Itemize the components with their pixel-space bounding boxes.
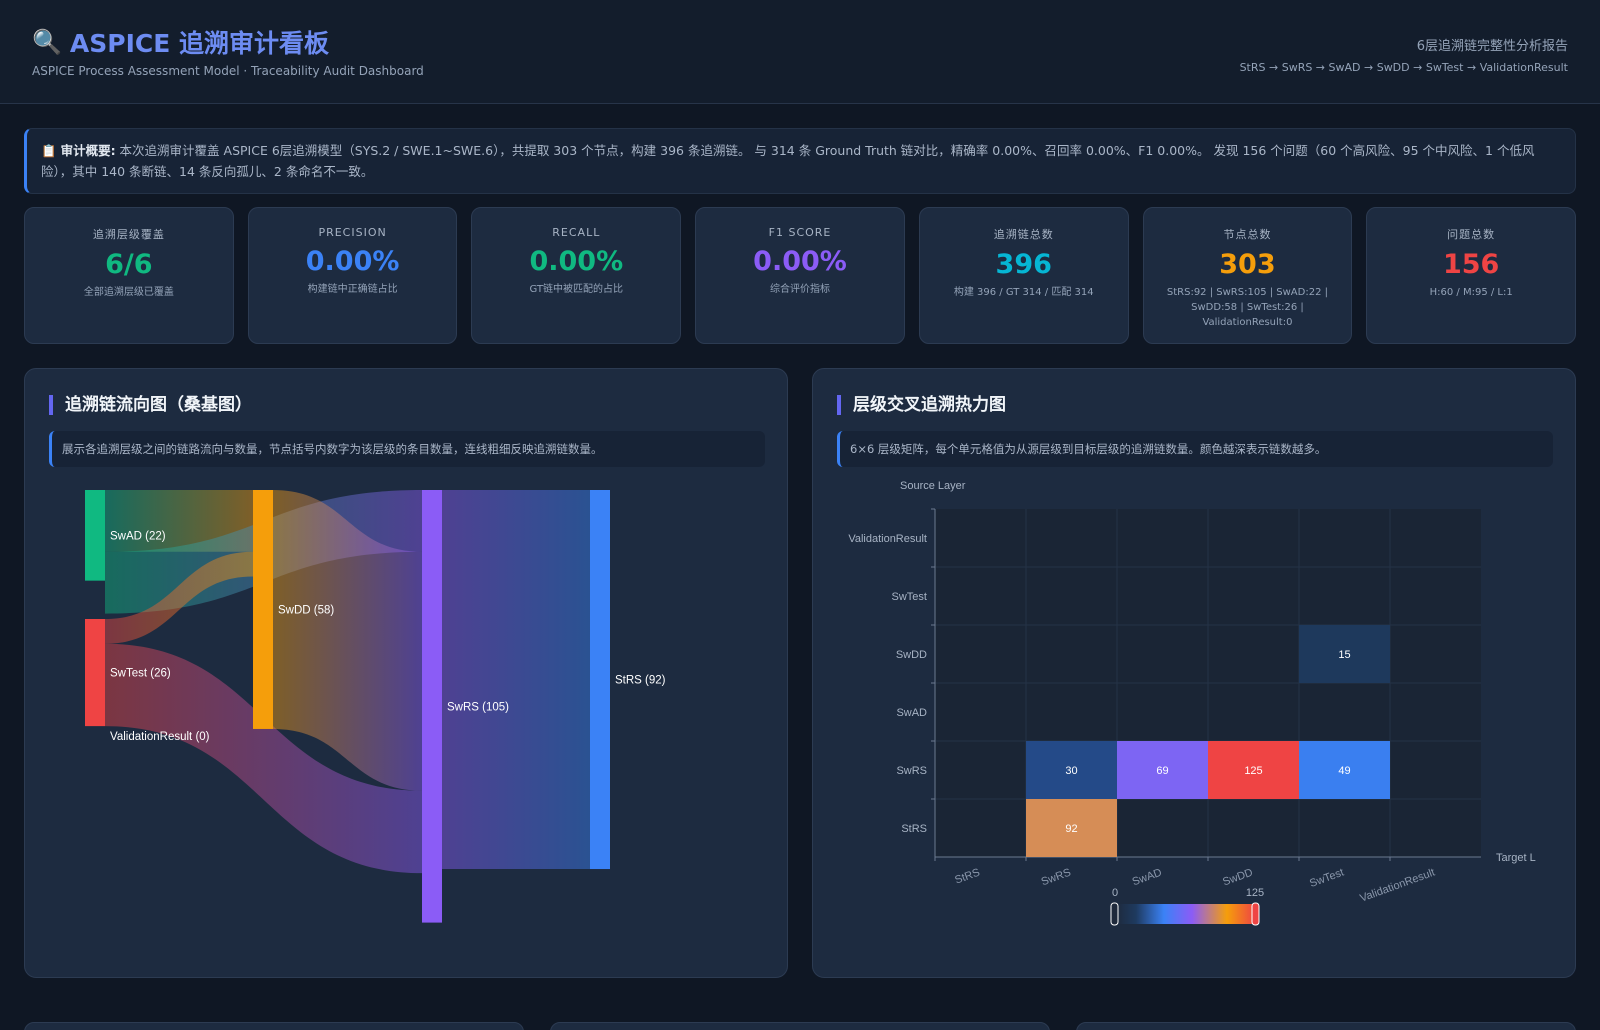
heatmap-cell-label: 15 (1338, 649, 1350, 661)
heatmap-cell[interactable] (1299, 741, 1390, 799)
sankey-node-swad[interactable] (85, 490, 105, 581)
kpi-node-total: 节点总数 303 StRS:92 | SwRS:105 | SwAD:22 | … (1142, 207, 1353, 344)
heatmap-y-tick: SwRS (896, 765, 927, 777)
heatmap-x-tick: SwRS (1040, 867, 1073, 889)
visual-map-bar[interactable] (1115, 904, 1255, 924)
sankey-link-swtest-swdd[interactable] (105, 551, 253, 644)
next-panel-edge (1076, 1022, 1576, 1030)
sankey-node-strs[interactable] (590, 490, 610, 870)
kpi-label: 问题总数 (1447, 228, 1496, 241)
sankey-node-label: SwRS (105) (447, 701, 509, 713)
heatmap-cell[interactable] (1117, 741, 1208, 799)
heatmap-y-tick: ValidationResult (848, 533, 927, 545)
kpi-desc: 构建链中正确链占比 (307, 284, 398, 295)
kpi-value: 0.00% (753, 246, 847, 277)
sankey-node-label: SwDD (58) (278, 604, 334, 616)
sankey-link-swdd-swrs[interactable] (273, 490, 422, 791)
kpi-f1: F1 SCORE 0.00% 综合评价指标 (695, 207, 905, 344)
sankey-node-label: StRS (92) (615, 675, 666, 687)
kpi-label: F1 SCORE (768, 226, 832, 239)
heatmap-x-tick: StRS (953, 867, 981, 887)
sankey-node-swtest[interactable] (85, 619, 105, 727)
trace-chain: StRS → SwRS → SwAD → SwDD → SwTest → Val… (1239, 61, 1568, 74)
heatmap-cell[interactable] (1026, 799, 1117, 857)
kpi-label: RECALL (552, 226, 601, 239)
heatmap-x-tick: SwTest (1308, 867, 1345, 890)
kpi-value: 0.00% (305, 246, 400, 277)
visual-map-min-label: 0 (1112, 887, 1118, 899)
heatmap-cell-label: 69 (1156, 765, 1168, 777)
heatmap-y-tick: SwTest (892, 591, 927, 603)
audit-summary: 📋 审计概要: 本次追溯审计覆盖 ASPICE 6层追溯模型（SYS.2 / S… (24, 128, 1576, 194)
heatmap-panel: 92 30 69 125 49 15 StRS SwRS SwAD SwDD SwTest Valid… (812, 368, 1576, 978)
kpi-layer-coverage: 追溯层级覆盖 6/6 全部追溯层级已覆盖 (24, 207, 234, 344)
heatmap-y-tick: StRS (901, 823, 927, 835)
sankey-desc: 展示各追溯层级之间的链路流向与数量，节点括号内数字为该层级的条目数量，连线粗细反… (49, 431, 765, 467)
page-title: 🔍 ASPICE 追溯审计看板 (32, 24, 329, 60)
kpi-row: 追溯层级覆盖 6/6 全部追溯层级已覆盖 PRECISION 0.00% 构建链… (24, 207, 1577, 344)
heatmap-x-tick: SwDD (1221, 867, 1254, 889)
kpi-value: 156 (1442, 249, 1500, 280)
heatmap-cell[interactable] (1208, 741, 1299, 799)
heatmap-cell-label: 92 (1065, 823, 1077, 835)
heatmap-cell-label: 49 (1338, 765, 1350, 777)
heatmap-desc: 6×6 层级矩阵，每个单元格值为从源层级到目标层级的追溯链数量。颜色越深表示链数… (837, 431, 1553, 467)
heatmap-y-axis-label: Source Layer (900, 480, 966, 492)
kpi-desc: 构建 396 / GT 314 / 匹配 314 (953, 287, 1094, 298)
kpi-desc: GT链中被匹配的占比 (529, 284, 624, 295)
heatmap-x-tick: ValidationResult (1358, 867, 1436, 905)
heatmap-x-axis-label: Target L (1496, 852, 1536, 864)
kpi-value: 0.00% (529, 246, 624, 277)
heatmap-y-tick: SwAD (896, 707, 927, 719)
sankey-link-swrs-strs[interactable] (442, 490, 590, 870)
page-title-text: ASPICE 追溯审计看板 (69, 29, 329, 58)
heatmap-cell[interactable] (1299, 625, 1390, 683)
sankey-panel: SwAD (22) SwTest (26) ValidationResult (0)… (24, 368, 788, 978)
kpi-value: 6/6 (105, 249, 153, 280)
heatmap-cell[interactable] (1026, 741, 1117, 799)
clipboard-icon: 📋 (41, 143, 57, 158)
kpi-trace-total: 追溯链总数 396 构建 396 / GT 314 / 匹配 314 (918, 207, 1129, 344)
kpi-value: 396 (995, 249, 1052, 280)
heatmap-chart[interactable]: 92 30 69 125 49 15 StRS SwRS SwAD SwDD SwTest Valid… (813, 369, 1577, 979)
sankey-node-label: SwAD (22) (110, 530, 166, 542)
heatmap-cell-label: 125 (1244, 765, 1262, 777)
report-title: 6层追溯链完整性分析报告 (1416, 39, 1568, 54)
heatmap-title: 层级交叉追溯热力图 (837, 395, 1006, 415)
visual-map-max-handle[interactable] (1251, 902, 1260, 926)
kpi-precision: PRECISION 0.00% 构建链中正确链占比 (247, 207, 458, 344)
kpi-desc: 全部追溯层级已覆盖 (83, 287, 174, 298)
page-subtitle: ASPICE Process Assessment Model · Tracea… (32, 64, 424, 78)
kpi-desc: StRS:92 | SwRS:105 | SwAD:22 | SwDD:58 |… (1166, 287, 1328, 328)
next-panel-edge (24, 1022, 524, 1030)
kpi-label: 追溯链总数 (993, 228, 1054, 241)
sankey-node-swrs[interactable] (422, 490, 442, 923)
sankey-chart[interactable]: SwAD (22) SwTest (26) ValidationResult (0)… (25, 369, 789, 979)
kpi-label: 节点总数 (1223, 228, 1272, 241)
kpi-desc: H:60 / M:95 / L:1 (1429, 287, 1513, 298)
visual-map-min-handle[interactable] (1110, 902, 1119, 926)
sankey-link-swtest-swrs[interactable] (105, 643, 422, 874)
sankey-node-label: ValidationResult (0) (110, 731, 210, 743)
heatmap-x-tick: SwAD (1131, 867, 1164, 889)
kpi-label: 追溯层级覆盖 (92, 228, 165, 241)
kpi-issue-total: 问题总数 156 H:60 / M:95 / L:1 (1366, 207, 1577, 344)
kpi-label: PRECISION (318, 226, 387, 239)
page-header: 🔍 ASPICE 追溯审计看板 ASPICE Process Assessmen… (0, 0, 1600, 104)
sankey-node-swdd[interactable] (253, 490, 273, 729)
next-panel-edge (550, 1022, 1050, 1030)
visual-map-max-label: 125 (1246, 887, 1264, 899)
sankey-title: 追溯链流向图（桑基图） (49, 395, 252, 415)
kpi-value: 303 (1219, 249, 1276, 280)
magnifier-icon: 🔍 (32, 28, 62, 56)
sankey-node-label: SwTest (26) (110, 668, 171, 680)
summary-text: 本次追溯审计覆盖 ASPICE 6层追溯模型（SYS.2 / SWE.1~SWE… (41, 143, 1535, 179)
heatmap-cell-label: 30 (1065, 765, 1077, 777)
heatmap-y-tick: SwDD (896, 649, 927, 661)
summary-label: 审计概要: (60, 143, 116, 158)
report-info: 6层追溯链完整性分析报告 StRS → SwRS → SwAD → SwDD →… (1240, 35, 1568, 74)
kpi-desc: 综合评价指标 (770, 284, 831, 295)
kpi-recall: RECALL 0.00% GT链中被匹配的占比 (471, 207, 682, 344)
sankey-link-swad-swdd[interactable] (105, 490, 253, 552)
